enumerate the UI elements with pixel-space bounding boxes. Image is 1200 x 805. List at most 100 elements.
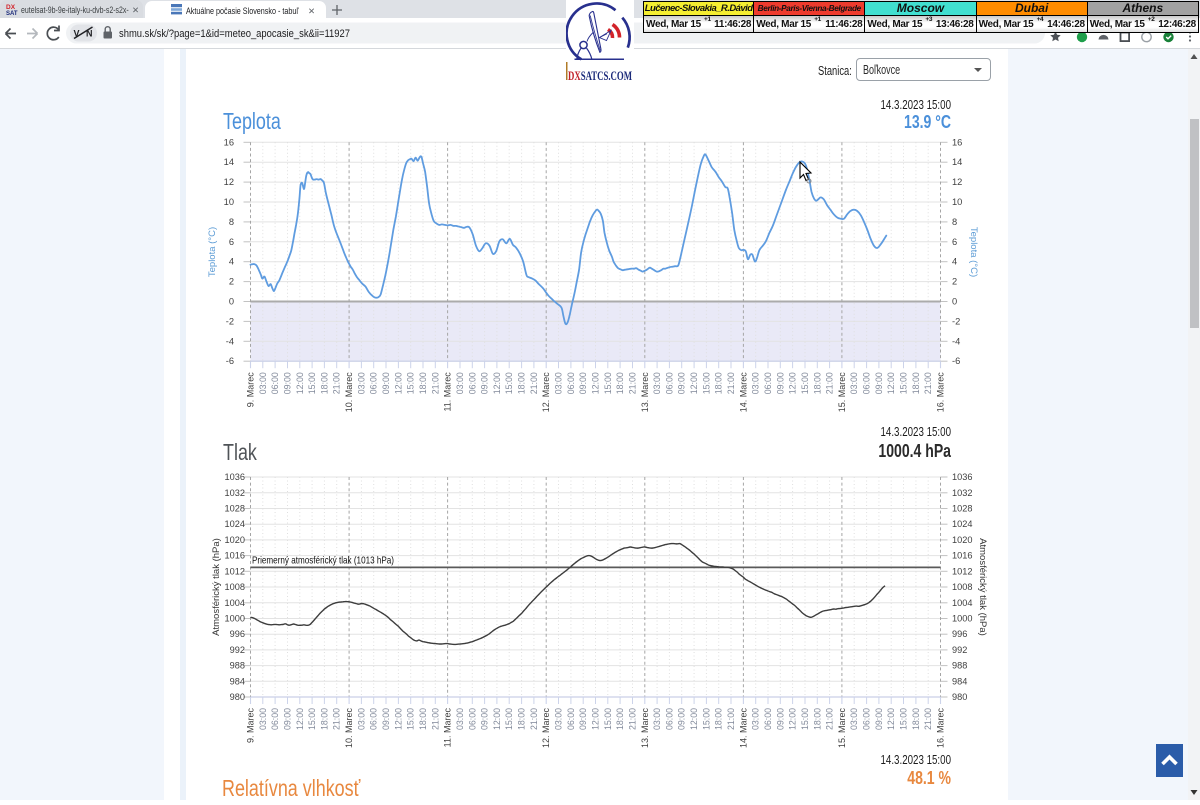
svg-text:03:00: 03:00: [652, 372, 662, 394]
svg-text:2: 2: [229, 277, 234, 287]
svg-text:0: 0: [952, 297, 957, 307]
svg-text:06:00: 06:00: [664, 372, 674, 394]
svg-text:1004: 1004: [225, 598, 245, 608]
svg-text:14. Marec: 14. Marec: [738, 708, 748, 749]
svg-text:9. Marec: 9. Marec: [246, 708, 256, 744]
svg-text:06:00: 06:00: [862, 708, 872, 730]
svg-text:1024: 1024: [952, 519, 972, 529]
svg-text:12:00: 12:00: [295, 708, 305, 730]
svg-text:980: 980: [230, 692, 245, 702]
svg-text:21:00: 21:00: [923, 372, 933, 394]
svg-text:06:00: 06:00: [369, 708, 379, 730]
svg-text:06:00: 06:00: [270, 372, 280, 394]
svg-text:15:00: 15:00: [899, 372, 909, 394]
svg-text:03:00: 03:00: [356, 372, 366, 394]
svg-text:6: 6: [229, 237, 234, 247]
svg-text:15:00: 15:00: [701, 372, 711, 394]
svg-text:21:00: 21:00: [529, 372, 539, 394]
svg-text:12:00: 12:00: [492, 372, 502, 394]
svg-text:21:00: 21:00: [332, 708, 342, 730]
svg-text:9. Marec: 9. Marec: [246, 372, 256, 408]
svg-text:12. Marec: 12. Marec: [541, 372, 551, 413]
svg-text:N: N: [86, 29, 93, 39]
svg-text:03:00: 03:00: [258, 708, 268, 730]
svg-text:16: 16: [952, 137, 962, 147]
svg-text:12:00: 12:00: [886, 372, 896, 394]
svg-text:18:00: 18:00: [418, 372, 428, 394]
svg-text:06:00: 06:00: [664, 708, 674, 730]
svg-text:1016: 1016: [952, 551, 972, 561]
svg-text:15:00: 15:00: [603, 708, 613, 730]
svg-text:13. Marec: 13. Marec: [640, 708, 650, 749]
svg-text:10. Marec: 10. Marec: [344, 372, 354, 413]
svg-text:Atmosférický tlak (hPa): Atmosférický tlak (hPa): [211, 538, 222, 636]
svg-text:1032: 1032: [952, 488, 972, 498]
svg-text:4: 4: [952, 257, 957, 267]
svg-text:12:00: 12:00: [393, 372, 403, 394]
svg-text:09:00: 09:00: [775, 372, 785, 394]
svg-text:09:00: 09:00: [480, 372, 490, 394]
svg-text:-2: -2: [952, 316, 960, 326]
svg-text:21:00: 21:00: [726, 708, 736, 730]
svg-text:12:00: 12:00: [689, 372, 699, 394]
svg-text:03:00: 03:00: [554, 708, 564, 730]
svg-text:15:00: 15:00: [504, 372, 514, 394]
svg-text:18:00: 18:00: [714, 372, 724, 394]
svg-text:12:00: 12:00: [591, 372, 601, 394]
svg-text:1000: 1000: [225, 614, 245, 624]
svg-text:18:00: 18:00: [615, 708, 625, 730]
svg-text:11. Marec: 11. Marec: [443, 708, 453, 748]
svg-text:15:00: 15:00: [406, 708, 416, 730]
svg-text:18:00: 18:00: [517, 372, 527, 394]
svg-text:21:00: 21:00: [628, 708, 638, 730]
svg-text:15. Marec: 15. Marec: [837, 708, 847, 749]
svg-text:1036: 1036: [952, 472, 972, 482]
svg-text:06:00: 06:00: [566, 708, 576, 730]
svg-text:03:00: 03:00: [455, 372, 465, 394]
svg-text:15:00: 15:00: [504, 708, 514, 730]
svg-text:18:00: 18:00: [517, 708, 527, 730]
svg-text:984: 984: [952, 676, 967, 686]
svg-text:14: 14: [952, 157, 962, 167]
svg-text:12:00: 12:00: [393, 708, 403, 730]
svg-text:-4: -4: [226, 336, 234, 346]
svg-text:18:00: 18:00: [615, 372, 625, 394]
svg-text:06:00: 06:00: [566, 372, 576, 394]
svg-text:09:00: 09:00: [677, 708, 687, 730]
svg-text:15:00: 15:00: [603, 372, 613, 394]
svg-text:15:00: 15:00: [800, 372, 810, 394]
svg-text:16: 16: [224, 137, 234, 147]
svg-text:16. Marec: 16. Marec: [936, 708, 946, 749]
svg-text:06:00: 06:00: [763, 708, 773, 730]
svg-text:10. Marec: 10. Marec: [344, 708, 354, 749]
svg-text:12:00: 12:00: [788, 708, 798, 730]
svg-text:21:00: 21:00: [430, 372, 440, 394]
svg-text:06:00: 06:00: [270, 708, 280, 730]
svg-text:09:00: 09:00: [480, 708, 490, 730]
svg-text:12: 12: [224, 177, 234, 187]
svg-text:1012: 1012: [225, 566, 245, 576]
svg-text:06:00: 06:00: [763, 372, 773, 394]
svg-text:15:00: 15:00: [899, 708, 909, 730]
svg-text:DXSATCS.COM: DXSATCS.COM: [568, 69, 632, 83]
svg-text:18:00: 18:00: [911, 708, 921, 730]
svg-text:12. Marec: 12. Marec: [541, 708, 551, 749]
svg-text:09:00: 09:00: [874, 372, 884, 394]
svg-text:06:00: 06:00: [467, 372, 477, 394]
svg-text:18:00: 18:00: [319, 708, 329, 730]
svg-text:0: 0: [229, 297, 234, 307]
svg-text:984: 984: [230, 676, 245, 686]
svg-text:1016: 1016: [225, 551, 245, 561]
svg-text:03:00: 03:00: [849, 372, 859, 394]
svg-text:-6: -6: [952, 356, 960, 366]
svg-text:21:00: 21:00: [825, 708, 835, 730]
svg-text:21:00: 21:00: [529, 708, 539, 730]
svg-text:09:00: 09:00: [381, 372, 391, 394]
svg-text:18:00: 18:00: [418, 708, 428, 730]
svg-text:Atmosférický tlak (hPa): Atmosférický tlak (hPa): [977, 538, 988, 636]
svg-text:11. Marec: 11. Marec: [443, 372, 453, 412]
svg-text:8: 8: [229, 217, 234, 227]
svg-text:12:00: 12:00: [689, 708, 699, 730]
svg-text:1020: 1020: [952, 535, 972, 545]
svg-text:18:00: 18:00: [714, 708, 724, 730]
